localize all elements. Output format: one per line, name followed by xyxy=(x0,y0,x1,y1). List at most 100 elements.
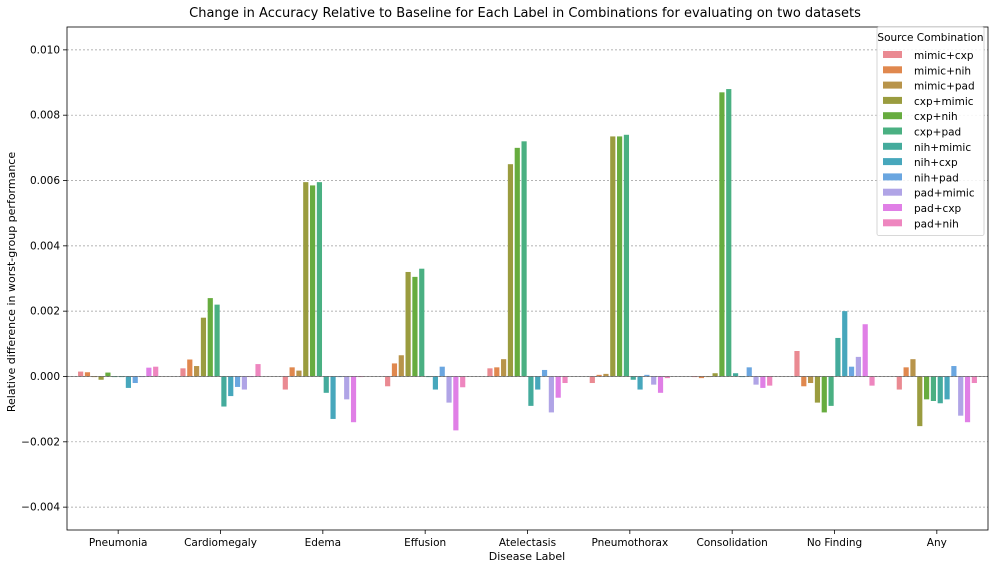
bar xyxy=(228,376,234,397)
legend-item-label: cxp+pad xyxy=(914,127,961,139)
legend-swatch xyxy=(883,204,902,211)
bar xyxy=(657,376,664,393)
bar xyxy=(296,370,302,377)
legend-swatch xyxy=(883,173,902,181)
bar xyxy=(596,374,602,377)
bar xyxy=(446,376,452,403)
bar xyxy=(187,359,193,377)
bar xyxy=(828,376,834,406)
legend-box xyxy=(876,26,985,237)
bar xyxy=(316,182,323,377)
y-tick-label: 0.002 xyxy=(30,306,60,318)
legend-item-label: nih+mimic xyxy=(914,142,971,154)
bar xyxy=(903,367,909,377)
bar xyxy=(767,376,773,386)
bar xyxy=(698,376,705,379)
bar xyxy=(726,89,732,377)
x-axis-label: Disease Label xyxy=(489,550,565,563)
bar xyxy=(842,311,848,377)
bar xyxy=(125,376,131,388)
bar xyxy=(180,368,186,377)
x-tick-label: Cardiomegaly xyxy=(184,537,257,549)
bars xyxy=(78,89,977,431)
bar xyxy=(951,366,957,377)
legend-item-label: nih+pad xyxy=(914,172,959,184)
bar xyxy=(589,376,595,384)
bar xyxy=(814,376,821,403)
legend-swatch xyxy=(883,66,902,74)
x-tick-label: Any xyxy=(927,537,947,549)
bar xyxy=(801,376,807,387)
legend-swatch xyxy=(883,188,902,196)
bar xyxy=(610,136,616,377)
bar xyxy=(487,368,493,377)
plot-frame xyxy=(66,26,989,531)
bar xyxy=(419,268,425,377)
legend-swatch xyxy=(883,142,902,150)
bar xyxy=(84,372,91,377)
legend-swatch xyxy=(883,112,902,120)
bar xyxy=(289,367,295,377)
bar xyxy=(937,376,943,404)
bar xyxy=(910,359,916,377)
bar xyxy=(719,92,725,377)
bar xyxy=(896,376,902,390)
bar xyxy=(732,373,739,377)
legend-swatch xyxy=(883,96,902,104)
bar xyxy=(958,376,964,416)
bar xyxy=(712,373,718,377)
x-tick-label: Consolidation xyxy=(696,537,767,549)
legend-item-label: nih+cxp xyxy=(914,157,958,169)
legend-item-label: pad+nih xyxy=(914,218,959,230)
x-axis: Pneumonia Cardiomegaly Edema Effusion Atelec… xyxy=(89,530,947,549)
bar xyxy=(603,373,609,377)
bar xyxy=(835,337,841,377)
bar xyxy=(760,376,766,388)
y-axis: −0.004 −0.002 0.000 0.002 0.004 0.006 0.008 0.0… xyxy=(21,44,67,514)
bar xyxy=(855,356,861,377)
bar xyxy=(221,376,227,407)
legend-title: Source Combination xyxy=(877,32,983,44)
bar xyxy=(514,147,520,377)
bar xyxy=(344,376,350,400)
bar xyxy=(398,355,404,377)
y-tick-label: −0.002 xyxy=(21,436,60,448)
bar xyxy=(746,367,752,377)
bar xyxy=(241,376,247,390)
x-tick-label: Pneumothorax xyxy=(591,537,668,549)
bar xyxy=(924,376,930,400)
bar xyxy=(664,376,670,379)
bar xyxy=(528,376,534,406)
bar xyxy=(460,376,466,388)
bar xyxy=(869,376,875,386)
x-tick-label: Edema xyxy=(305,537,341,549)
bar xyxy=(146,367,152,377)
bar xyxy=(862,324,868,377)
bar xyxy=(494,367,500,377)
bar xyxy=(330,376,336,419)
legend-item-label: pad+cxp xyxy=(914,203,962,215)
bar xyxy=(255,364,261,377)
y-tick-label: 0.008 xyxy=(30,110,60,122)
bar xyxy=(310,185,316,377)
bar xyxy=(917,376,923,427)
bar xyxy=(98,376,104,380)
bar xyxy=(808,376,814,384)
y-tick-label: 0.006 xyxy=(30,175,60,187)
bar xyxy=(507,164,514,377)
legend-swatch xyxy=(883,127,902,135)
bar xyxy=(501,359,507,377)
bar xyxy=(753,376,759,385)
bar xyxy=(303,182,309,377)
bar xyxy=(350,376,357,423)
bar xyxy=(153,366,159,377)
x-tick-label: Pneumonia xyxy=(89,537,148,549)
bar xyxy=(535,376,541,390)
legend-swatch xyxy=(883,81,902,89)
bar xyxy=(453,376,459,431)
y-tick-label: 0.000 xyxy=(30,371,60,383)
bar xyxy=(78,371,84,377)
legend-swatch xyxy=(883,51,902,58)
legend-swatch xyxy=(883,219,902,227)
bar xyxy=(637,376,643,390)
